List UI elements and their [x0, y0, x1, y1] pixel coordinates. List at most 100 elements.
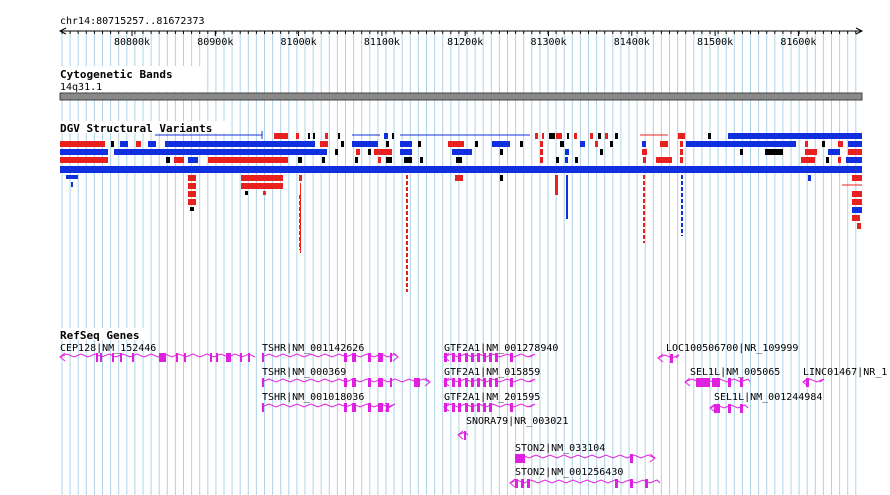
dgv-variant[interactable]	[540, 141, 543, 147]
gene-model[interactable]: CEP128|NM_152446	[59, 343, 256, 362]
dgv-variant[interactable]	[66, 175, 78, 179]
dgv-variant[interactable]	[540, 149, 543, 155]
dgv-variant[interactable]	[188, 157, 198, 163]
dgv-features[interactable]	[60, 131, 862, 292]
dgv-variant[interactable]	[680, 149, 683, 155]
dgv-variant[interactable]	[208, 157, 288, 163]
dgv-variant[interactable]	[188, 199, 196, 205]
dgv-variant[interactable]	[615, 133, 618, 139]
dgv-variant[interactable]	[642, 141, 646, 147]
dgv-variant[interactable]	[801, 157, 815, 163]
gene-model[interactable]: GTF2A1|NM_201595	[443, 392, 540, 412]
dgv-variant[interactable]	[500, 175, 503, 181]
dgv-variant[interactable]	[60, 157, 108, 163]
gene-model[interactable]: TSHR|NM_000369	[261, 367, 431, 387]
dgv-variant[interactable]	[566, 175, 568, 219]
dgv-variant[interactable]	[680, 157, 683, 163]
dgv-variant[interactable]	[274, 133, 288, 139]
gene-model[interactable]: SNORA79|NR_003021	[457, 416, 568, 440]
dgv-variant[interactable]	[565, 157, 568, 163]
dgv-variant[interactable]	[556, 133, 562, 139]
dgv-variant[interactable]	[120, 141, 128, 147]
dgv-variant[interactable]	[300, 183, 301, 253]
dgv-variant[interactable]	[60, 149, 108, 155]
dgv-variant[interactable]	[475, 141, 478, 147]
dgv-variant[interactable]	[452, 149, 472, 155]
dgv-variant[interactable]	[241, 183, 283, 189]
dgv-variant[interactable]	[322, 157, 325, 163]
dgv-variant[interactable]	[299, 175, 302, 181]
gene-model[interactable]: LINC01467|NR_1	[802, 367, 887, 387]
dgv-variant[interactable]	[852, 207, 862, 213]
dgv-variant[interactable]	[325, 133, 328, 139]
dgv-variant[interactable]	[148, 141, 156, 147]
dgv-variant[interactable]	[656, 157, 672, 163]
dgv-variant[interactable]	[567, 133, 569, 139]
dgv-variant[interactable]	[852, 215, 860, 221]
dgv-variant[interactable]	[384, 133, 388, 139]
dgv-variant[interactable]	[848, 149, 862, 155]
gene-model[interactable]: STON2|NM_033104	[514, 443, 656, 463]
dgv-variant[interactable]	[686, 141, 796, 147]
dgv-variant[interactable]	[740, 149, 743, 155]
gene-model[interactable]: SEL1L|NM_001244984	[709, 392, 822, 413]
dgv-variant[interactable]	[565, 149, 569, 155]
dgv-variant[interactable]	[492, 141, 510, 147]
dgv-variant[interactable]	[600, 149, 603, 155]
dgv-variant[interactable]	[852, 191, 862, 197]
dgv-variant[interactable]	[556, 157, 559, 163]
gene-model[interactable]: STON2|NM_001256430	[509, 467, 661, 488]
dgv-variant[interactable]	[805, 149, 817, 155]
dgv-variant[interactable]	[805, 141, 808, 147]
dgv-variant[interactable]	[598, 133, 601, 139]
dgv-variant[interactable]	[313, 133, 315, 139]
dgv-variant[interactable]	[828, 149, 840, 155]
dgv-variant[interactable]	[846, 157, 862, 163]
dgv-variant[interactable]	[595, 141, 598, 147]
dgv-variant[interactable]	[535, 133, 538, 139]
dgv-variant[interactable]	[400, 149, 412, 155]
dgv-variant[interactable]	[580, 141, 585, 147]
dgv-variant[interactable]	[848, 141, 862, 147]
dgv-variant[interactable]	[298, 157, 302, 163]
dgv-variant[interactable]	[165, 141, 315, 147]
dgv-variant[interactable]	[708, 133, 711, 139]
dgv-variant[interactable]	[378, 157, 381, 163]
dgv-variant[interactable]	[542, 133, 544, 139]
dgv-variant[interactable]	[111, 141, 114, 147]
dgv-variant[interactable]	[590, 133, 593, 139]
dgv-variant[interactable]	[60, 166, 862, 173]
dgv-variant[interactable]	[852, 175, 862, 181]
dgv-variant[interactable]	[241, 175, 283, 181]
dgv-variant[interactable]	[71, 182, 73, 187]
dgv-variant[interactable]	[136, 141, 141, 147]
dgv-variant[interactable]	[355, 157, 358, 163]
dgv-variant[interactable]	[574, 133, 577, 139]
dgv-variant[interactable]	[660, 141, 668, 147]
dgv-variant[interactable]	[500, 149, 503, 155]
dgv-variant[interactable]	[575, 157, 578, 163]
dgv-variant[interactable]	[166, 157, 170, 163]
dgv-variant[interactable]	[174, 157, 184, 163]
dgv-variant[interactable]	[296, 133, 299, 139]
dgv-variant[interactable]	[404, 157, 412, 163]
dgv-variant[interactable]	[728, 133, 862, 139]
gene-model[interactable]: SEL1L|NM_005065	[684, 367, 780, 387]
dgv-variant[interactable]	[341, 141, 344, 147]
dgv-variant[interactable]	[852, 199, 862, 205]
gene-model[interactable]: GTF2A1|NM_001278940	[443, 343, 558, 362]
dgv-variant[interactable]	[838, 157, 841, 163]
dgv-variant[interactable]	[520, 141, 523, 147]
dgv-variant[interactable]	[455, 175, 463, 181]
dgv-variant[interactable]	[560, 141, 564, 147]
dgv-variant[interactable]	[808, 175, 811, 181]
dgv-variant[interactable]	[190, 207, 194, 211]
dgv-variant[interactable]	[643, 157, 646, 163]
dgv-variant[interactable]	[188, 175, 196, 181]
dgv-variant[interactable]	[605, 133, 608, 139]
dgv-variant[interactable]	[386, 141, 389, 147]
cytoband-14q31-1[interactable]	[59, 92, 863, 101]
dgv-variant[interactable]	[392, 133, 394, 139]
dgv-variant[interactable]	[765, 149, 783, 155]
dgv-variant[interactable]	[374, 149, 392, 155]
